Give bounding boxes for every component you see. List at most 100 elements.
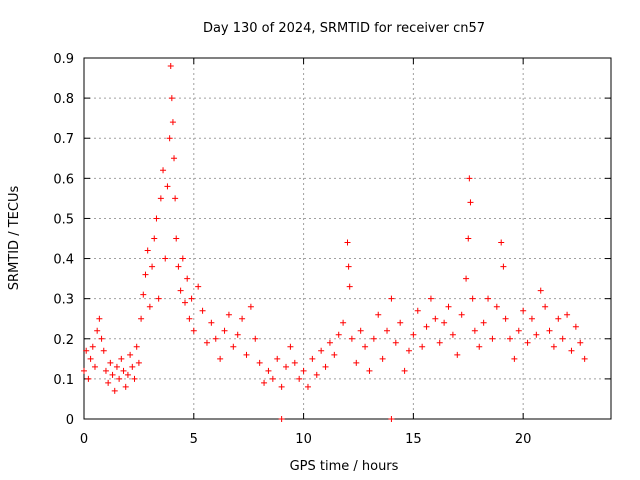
data-point — [500, 263, 507, 270]
data-point — [190, 327, 197, 334]
data-point — [142, 271, 149, 278]
data-point — [476, 343, 483, 350]
y-tick-label: 0.5 — [53, 212, 74, 227]
data-point — [287, 343, 294, 350]
data-point — [91, 363, 98, 370]
data-point — [162, 255, 169, 262]
data-point — [366, 367, 373, 374]
data-point — [345, 263, 352, 270]
data-point — [559, 335, 566, 342]
data-point — [528, 315, 535, 322]
data-point — [511, 355, 518, 362]
data-point — [171, 155, 178, 162]
data-point — [186, 315, 193, 322]
data-point — [131, 375, 138, 382]
data-point — [151, 235, 158, 242]
data-point — [94, 327, 101, 334]
data-point — [96, 315, 103, 322]
y-tick-label: 0.9 — [53, 52, 74, 67]
data-point — [542, 303, 549, 310]
y-axis-label: SRMTID / TECUs — [7, 186, 22, 291]
data-point — [515, 327, 522, 334]
data-point — [166, 135, 173, 142]
data-point — [109, 371, 116, 378]
data-point — [105, 379, 112, 386]
data-point — [322, 363, 329, 370]
x-tick-label: 5 — [190, 432, 198, 447]
data-point — [353, 359, 360, 366]
data-point — [87, 355, 94, 362]
data-point — [458, 311, 465, 318]
data-point — [107, 359, 114, 366]
data-point — [441, 319, 448, 326]
data-point — [568, 347, 575, 354]
data-point — [278, 416, 285, 422]
data-point — [168, 95, 175, 102]
x-axis-label: GPS time / hours — [290, 459, 399, 474]
data-point — [296, 375, 303, 382]
data-point — [167, 63, 174, 70]
axis-ticks: 0 0.1 0.2 0.3 0.4 0.5 0.6 0.7 0.8 0.9 0 5 10 15 20 — [53, 52, 611, 447]
data-point — [375, 311, 382, 318]
data-point — [480, 319, 487, 326]
data-point — [502, 315, 509, 322]
x-tick-label: 10 — [295, 432, 312, 447]
x-tick-label: 20 — [515, 432, 532, 447]
data-point — [116, 375, 123, 382]
data-point — [537, 287, 544, 294]
data-point — [392, 339, 399, 346]
data-point — [113, 363, 120, 370]
data-point — [265, 367, 272, 374]
data-point — [120, 367, 127, 374]
data-point — [379, 355, 386, 362]
data-point — [454, 351, 461, 358]
data-point — [313, 371, 320, 378]
data-point — [331, 351, 338, 358]
data-point — [300, 367, 307, 374]
data-point — [175, 263, 182, 270]
data-point — [184, 275, 191, 282]
data-point — [160, 167, 167, 174]
y-tick-label: 0.7 — [53, 132, 74, 147]
plot-frame — [83, 57, 612, 420]
data-point — [344, 239, 351, 246]
data-point — [144, 247, 151, 254]
data-point — [449, 331, 456, 338]
data-point — [172, 195, 179, 202]
data-point — [269, 375, 276, 382]
data-point — [164, 183, 171, 190]
data-point — [550, 343, 557, 350]
data-point — [111, 387, 118, 394]
data-point — [546, 327, 553, 334]
data-point — [195, 283, 202, 290]
data-point — [410, 331, 417, 338]
data-point — [466, 175, 473, 182]
data-point — [225, 311, 232, 318]
data-point — [83, 347, 90, 354]
data-point — [471, 327, 478, 334]
data-point — [469, 295, 476, 302]
y-tick-label: 0 — [66, 413, 74, 428]
data-point — [384, 327, 391, 334]
data-point — [149, 263, 156, 270]
data-point — [177, 287, 184, 294]
data-point — [278, 383, 285, 390]
data-point — [283, 363, 290, 370]
y-tick-label: 0.4 — [53, 253, 74, 268]
data-point — [493, 303, 500, 310]
data-point — [326, 339, 333, 346]
data-point — [122, 383, 129, 390]
data-point — [261, 379, 268, 386]
data-point — [291, 359, 298, 366]
data-point — [153, 215, 160, 222]
data-point — [524, 339, 531, 346]
data-point — [520, 307, 527, 314]
data-point — [102, 367, 109, 374]
data-point — [221, 327, 228, 334]
data-point — [432, 315, 439, 322]
data-point — [138, 315, 145, 322]
data-points — [81, 63, 588, 422]
data-point — [348, 335, 355, 342]
data-point — [465, 235, 472, 242]
data-point — [340, 319, 347, 326]
